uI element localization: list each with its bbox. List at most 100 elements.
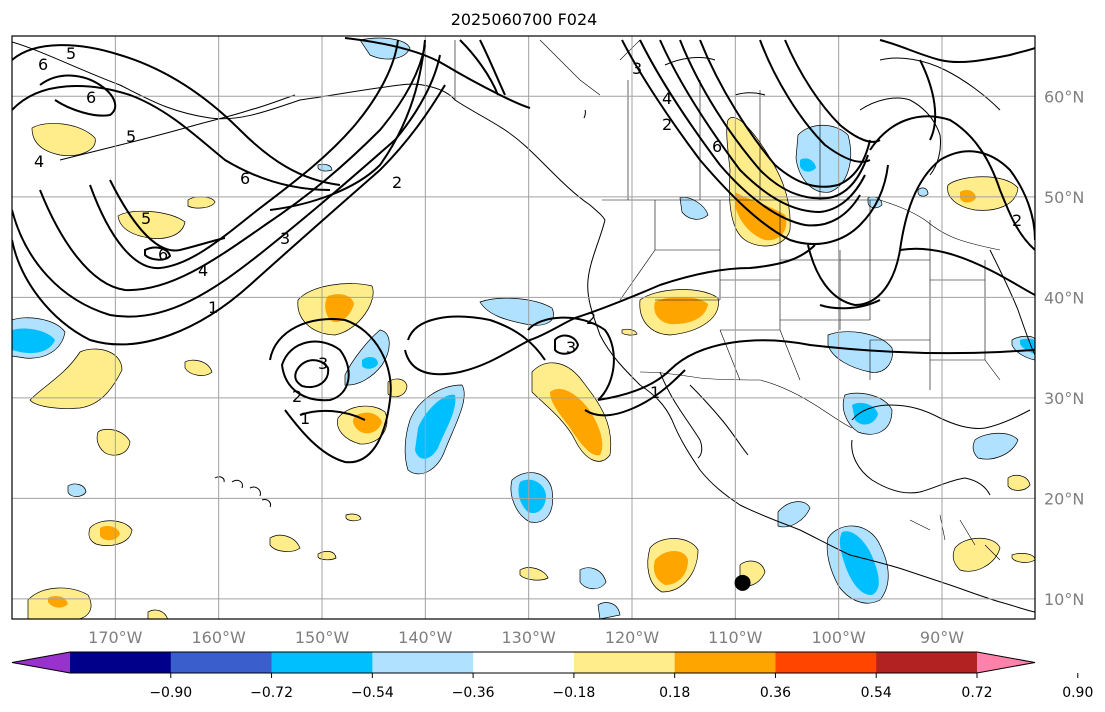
contour-line: [407, 315, 546, 361]
contour-line: [807, 150, 1035, 307]
contour-line: [404, 244, 816, 376]
latitude-labels: 10°N 20°N 30°N 40°N 50°N 60°N: [1044, 87, 1084, 609]
anomaly-positive-strong: [325, 294, 354, 323]
longitude-label: 170°W: [88, 628, 143, 647]
contour-label: 3: [566, 338, 576, 357]
gridlines: [12, 36, 1035, 619]
anomaly-positive: [621, 328, 638, 336]
border-us-canada: [602, 199, 1001, 251]
contour-line: [39, 44, 426, 292]
colorbar-segment: [473, 652, 575, 673]
anomaly-negative: [579, 567, 607, 590]
contour-line: [299, 409, 366, 421]
anomaly-positive: [96, 428, 131, 456]
anomaly-positive-strong: [654, 296, 708, 325]
contour-line: [12, 54, 441, 318]
contour-line: [294, 359, 330, 388]
coast-east: [989, 249, 1035, 356]
anomaly-positive: [269, 534, 301, 552]
contour-line: [12, 44, 341, 186]
contour-line: [479, 39, 506, 96]
anomaly-negative-strong: [12, 328, 55, 354]
anomaly-positive: [31, 123, 96, 156]
anomaly-positive: [519, 567, 549, 581]
anomaly-positive: [952, 537, 1001, 572]
contour-line: [584, 369, 686, 417]
shaded-anomalies: [12, 37, 1035, 619]
latitude-label: 50°N: [1044, 188, 1084, 207]
colorbar-segment: [372, 652, 474, 673]
latitude-label: 10°N: [1044, 590, 1084, 609]
contour-label: 2: [392, 173, 402, 192]
longitude-label: 140°W: [398, 628, 453, 647]
contour-label: 1: [208, 298, 218, 317]
contour-line: [919, 59, 937, 141]
anomaly-positive: [387, 378, 408, 398]
contour-line: [89, 39, 399, 270]
colorbar-segment: [573, 652, 676, 673]
contour-label: 2: [292, 387, 302, 406]
contour-label: 4: [662, 89, 672, 108]
colorbar-segment: [876, 652, 978, 673]
contour-line: [269, 39, 426, 211]
contour-line: [699, 39, 871, 188]
longitude-label: 120°W: [605, 628, 660, 647]
border-us-mexico: [639, 371, 853, 429]
anomaly-positive: [147, 609, 168, 619]
colorbar-outline: [11, 651, 1036, 674]
longitude-labels: 170°W 160°W 150°W 140°W 130°W 120°W 110°W 100°W…: [88, 628, 964, 647]
anomaly-negative: [679, 197, 709, 220]
anomaly-negative-strong: [362, 356, 378, 369]
longitude-label: 100°W: [811, 628, 866, 647]
colorbar-tick-label: −0.18: [552, 685, 595, 701]
contour-line: [869, 115, 1035, 251]
anomaly-positive: [29, 348, 123, 409]
contour-label: 6: [240, 169, 250, 188]
contour-line: [759, 39, 871, 163]
anomaly-positive-strong: [653, 551, 688, 585]
contour-labels: 6 5 6 5 4 6 5 6 4 3 2 1 3 2 1 2 3 1 3 4 …: [34, 44, 1022, 428]
coast-misc: [583, 57, 766, 119]
longitude-label: 130°W: [501, 628, 556, 647]
coast-hawaii: [214, 476, 271, 508]
contour-label: 6: [158, 245, 168, 264]
anomaly-negative-strong: [852, 402, 878, 425]
contour-label: 4: [198, 261, 208, 280]
colorbar-tick-label: 0.18: [659, 685, 690, 701]
contour-line: [459, 39, 499, 96]
anomaly-positive: [317, 551, 337, 561]
anomaly-positive: [117, 210, 186, 239]
contour-line: [39, 74, 117, 117]
anomaly-negative: [777, 501, 811, 528]
contour-line: [144, 246, 172, 261]
colorbar-tick-label: −0.90: [149, 685, 192, 701]
latitude-label: 20°N: [1044, 489, 1084, 508]
anomaly-positive: [1007, 475, 1031, 491]
contour-label: 6: [712, 137, 722, 156]
contour-line: [819, 299, 881, 310]
anomaly-negative: [827, 331, 893, 373]
colorbar-segment: [271, 652, 373, 673]
contour-label: 6: [38, 55, 48, 74]
contour-label: 3: [632, 59, 642, 78]
latitude-label: 30°N: [1044, 389, 1084, 408]
colorbar-tick-label: 0.54: [861, 685, 892, 701]
contour-line: [554, 334, 580, 355]
longitude-label: 90°W: [920, 628, 964, 647]
anomaly-negative-strong: [800, 158, 816, 172]
anomaly-positive-strong: [960, 190, 976, 203]
anomaly-positive: [184, 359, 213, 376]
coast-baja: [659, 371, 749, 459]
contour-label: 1: [650, 383, 660, 402]
colorbar-tick-label: −0.54: [351, 685, 394, 701]
contour-line: [784, 39, 881, 143]
anomaly-negative: [597, 602, 621, 619]
colorbar-segment: [775, 652, 877, 673]
colorbar-extend-low: [12, 652, 70, 673]
longitude-label: 150°W: [295, 628, 350, 647]
colorbar-segment: [170, 652, 273, 673]
contour-line: [659, 39, 866, 214]
contour-label: 5: [66, 44, 76, 63]
anomaly-positive-strong: [735, 192, 787, 241]
